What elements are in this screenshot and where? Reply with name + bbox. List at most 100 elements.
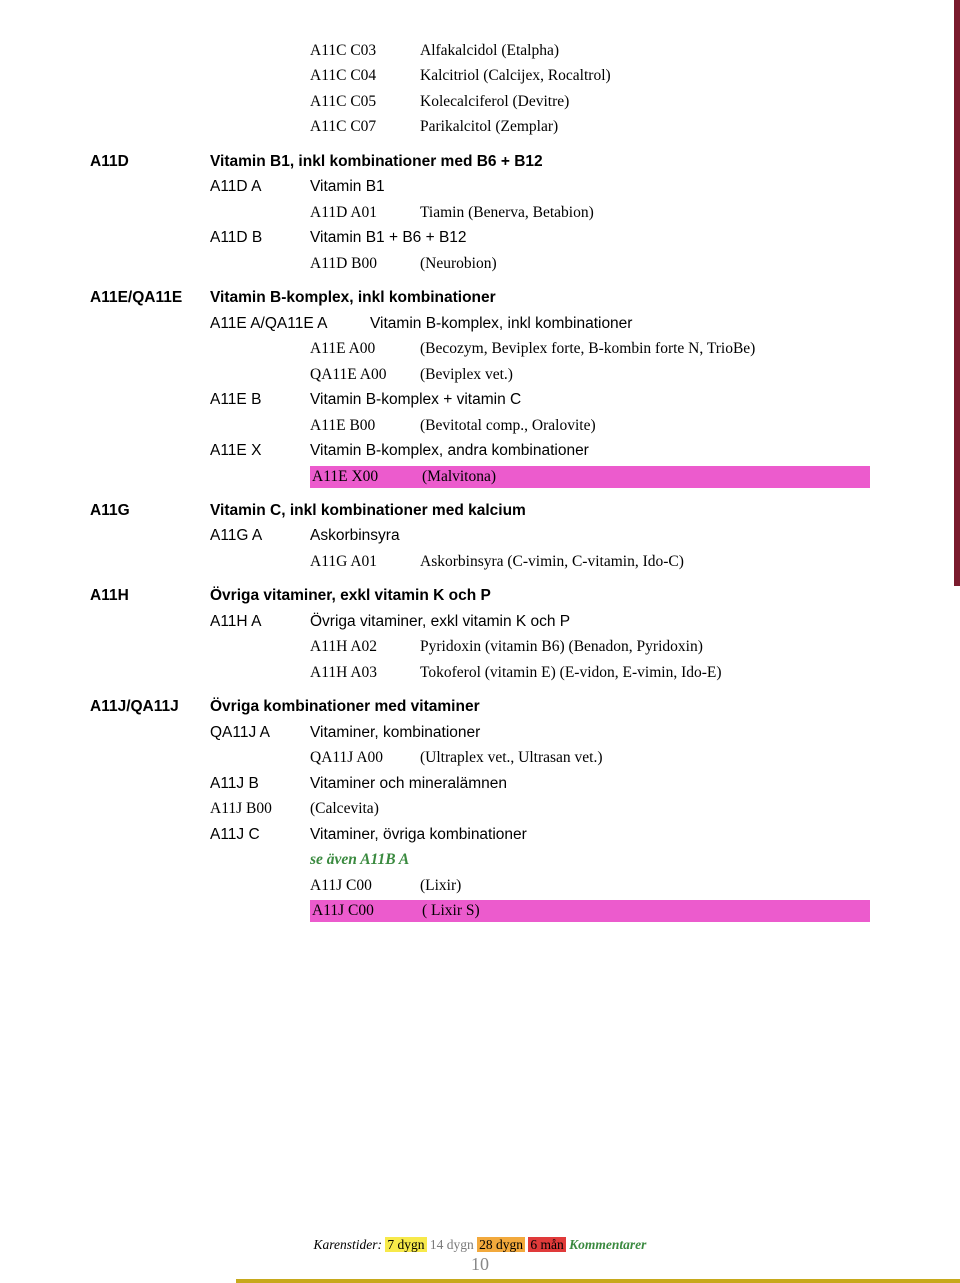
title: Vitamin B-komplex + vitamin C <box>310 389 870 411</box>
footer-legend: Karenstider: 7 dygn 14 dygn 28 dygn 6 må… <box>0 1237 960 1253</box>
code: A11E B00 <box>310 415 420 437</box>
title: Vitaminer, kombinationer <box>310 722 870 744</box>
code: A11J C <box>210 824 310 846</box>
code: A11D B00 <box>310 253 420 275</box>
name: (Ultraplex vet., Ultrasan vet.) <box>420 747 870 769</box>
row-a11j-b00: A11J B00 (Calcevita) <box>210 798 870 820</box>
name: Kolecalciferol (Devitre) <box>420 91 870 113</box>
code: A11H A02 <box>310 636 420 658</box>
page-number: 10 <box>0 1254 960 1275</box>
code: A11D A <box>210 176 310 198</box>
row-qa11e-a00: QA11E A00 (Beviplex vet.) <box>310 364 870 386</box>
name: Askorbinsyra (C-vimin, C-vitamin, Ido-C) <box>420 551 870 573</box>
page-content: A11C C03 Alfakalcidol (Etalpha) A11C C04… <box>0 0 960 922</box>
row-a11c-c07: A11C C07 Parikalcitol (Zemplar) <box>310 116 870 138</box>
row-a11d-b00: A11D B00 (Neurobion) <box>310 253 870 275</box>
name: (Calcevita) <box>310 798 870 820</box>
title: Vitamin B-komplex, inkl kombinationer <box>370 313 870 335</box>
code: A11E X00 <box>312 466 422 488</box>
highlight-pink: A11J C00 ( Lixir S) <box>310 900 870 922</box>
title: Vitamin B1 + B6 + B12 <box>310 227 870 249</box>
legend-28d: 28 dygn <box>477 1237 525 1252</box>
code: A11H A <box>210 611 310 633</box>
highlight-pink: A11E X00 (Malvitona) <box>310 466 870 488</box>
legend-label: Karenstider: <box>314 1237 383 1252</box>
name: Tiamin (Benerva, Betabion) <box>420 202 870 224</box>
row-a11d: A11D Vitamin B1, inkl kombinationer med … <box>90 151 870 173</box>
row-a11g-a01: A11G A01 Askorbinsyra (C-vimin, C-vitami… <box>310 551 870 573</box>
title: Vitamin B1, inkl kombinationer med B6 + … <box>210 151 870 173</box>
code: A11G A01 <box>310 551 420 573</box>
row-a11e-x00: A11E X00 (Malvitona) <box>310 466 870 488</box>
row-a11g: A11G Vitamin C, inkl kombinationer med k… <box>90 500 870 522</box>
code: A11C C04 <box>310 65 420 87</box>
code: QA11J A <box>210 722 310 744</box>
row-a11h-a02: A11H A02 Pyridoxin (vitamin B6) (Benadon… <box>310 636 870 658</box>
row-a11j-c00b: A11J C00 ( Lixir S) <box>310 900 870 922</box>
name: Tokoferol (vitamin E) (E-vidon, E-vimin,… <box>420 662 870 684</box>
name: (Malvitona) <box>422 466 868 488</box>
row-a11j-c00a: A11J C00 (Lixir) <box>310 875 870 897</box>
row-a11c-c05: A11C C05 Kolecalciferol (Devitre) <box>310 91 870 113</box>
code: A11G A <box>210 525 310 547</box>
title: Askorbinsyra <box>310 525 870 547</box>
code: QA11J A00 <box>310 747 420 769</box>
code: A11D B <box>210 227 310 249</box>
name: Parikalcitol (Zemplar) <box>420 116 870 138</box>
row-a11c-c03: A11C C03 Alfakalcidol (Etalpha) <box>310 40 870 62</box>
title: Vitamin B-komplex, andra kombinationer <box>310 440 870 462</box>
code: QA11E A00 <box>310 364 420 386</box>
row-qa11j-a00: QA11J A00 (Ultraplex vet., Ultrasan vet.… <box>310 747 870 769</box>
code: A11J B00 <box>210 798 310 820</box>
see-also: se även A11B A <box>310 849 870 871</box>
title: Övriga vitaminer, exkl vitamin K och P <box>310 611 870 633</box>
code: A11J B <box>210 773 310 795</box>
row-a11j-c-see: se även A11B A <box>310 849 870 871</box>
name: (Lixir) <box>420 875 870 897</box>
row-a11j-b: A11J B Vitaminer och mineralämnen <box>210 773 870 795</box>
code: A11C C03 <box>310 40 420 62</box>
name: (Bevitotal comp., Oralovite) <box>420 415 870 437</box>
title: Övriga vitaminer, exkl vitamin K och P <box>210 585 870 607</box>
code: A11J/QA11J <box>90 696 210 718</box>
row-a11d-a01: A11D A01 Tiamin (Benerva, Betabion) <box>310 202 870 224</box>
code: A11E B <box>210 389 310 411</box>
row-a11j-c: A11J C Vitaminer, övriga kombinationer <box>210 824 870 846</box>
row-a11d-b: A11D B Vitamin B1 + B6 + B12 <box>210 227 870 249</box>
row-a11e-x: A11E X Vitamin B-komplex, andra kombinat… <box>210 440 870 462</box>
title: Vitamin C, inkl kombinationer med kalciu… <box>210 500 870 522</box>
row-a11e-a00: A11E A00 (Becozym, Beviplex forte, B-kom… <box>310 338 870 360</box>
row-a11h-a03: A11H A03 Tokoferol (vitamin E) (E-vidon,… <box>310 662 870 684</box>
name: (Beviplex vet.) <box>420 364 870 386</box>
code: A11H <box>90 585 210 607</box>
legend-comment: Kommentarer <box>569 1237 646 1252</box>
row-a11h: A11H Övriga vitaminer, exkl vitamin K oc… <box>90 585 870 607</box>
title: Övriga kombinationer med vitaminer <box>210 696 870 718</box>
code: A11C C07 <box>310 116 420 138</box>
code: A11G <box>90 500 210 522</box>
legend-14d: 14 dygn <box>430 1237 474 1252</box>
legend-7d: 7 dygn <box>385 1237 426 1252</box>
row-a11g-a: A11G A Askorbinsyra <box>210 525 870 547</box>
code: A11E/QA11E <box>90 287 210 309</box>
stripe-bottom <box>236 1279 960 1283</box>
legend-6m: 6 mån <box>528 1237 565 1252</box>
code: A11D A01 <box>310 202 420 224</box>
name: Pyridoxin (vitamin B6) (Benadon, Pyridox… <box>420 636 870 658</box>
title: Vitaminer, övriga kombinationer <box>310 824 870 846</box>
code: A11J C00 <box>310 875 420 897</box>
name: (Becozym, Beviplex forte, B-kombin forte… <box>420 338 870 360</box>
title: Vitaminer och mineralämnen <box>310 773 870 795</box>
row-a11d-a: A11D A Vitamin B1 <box>210 176 870 198</box>
name: Alfakalcidol (Etalpha) <box>420 40 870 62</box>
code: A11J C00 <box>312 900 422 922</box>
code: A11E A/QA11E A <box>210 313 370 335</box>
name: (Neurobion) <box>420 253 870 275</box>
row-a11j: A11J/QA11J Övriga kombinationer med vita… <box>90 696 870 718</box>
title: Vitamin B1 <box>310 176 870 198</box>
row-a11c-c04: A11C C04 Kalcitriol (Calcijex, Rocaltrol… <box>310 65 870 87</box>
row-a11h-a: A11H A Övriga vitaminer, exkl vitamin K … <box>210 611 870 633</box>
title: Vitamin B-komplex, inkl kombinationer <box>210 287 870 309</box>
code: A11C C05 <box>310 91 420 113</box>
row-a11e-b00: A11E B00 (Bevitotal comp., Oralovite) <box>310 415 870 437</box>
